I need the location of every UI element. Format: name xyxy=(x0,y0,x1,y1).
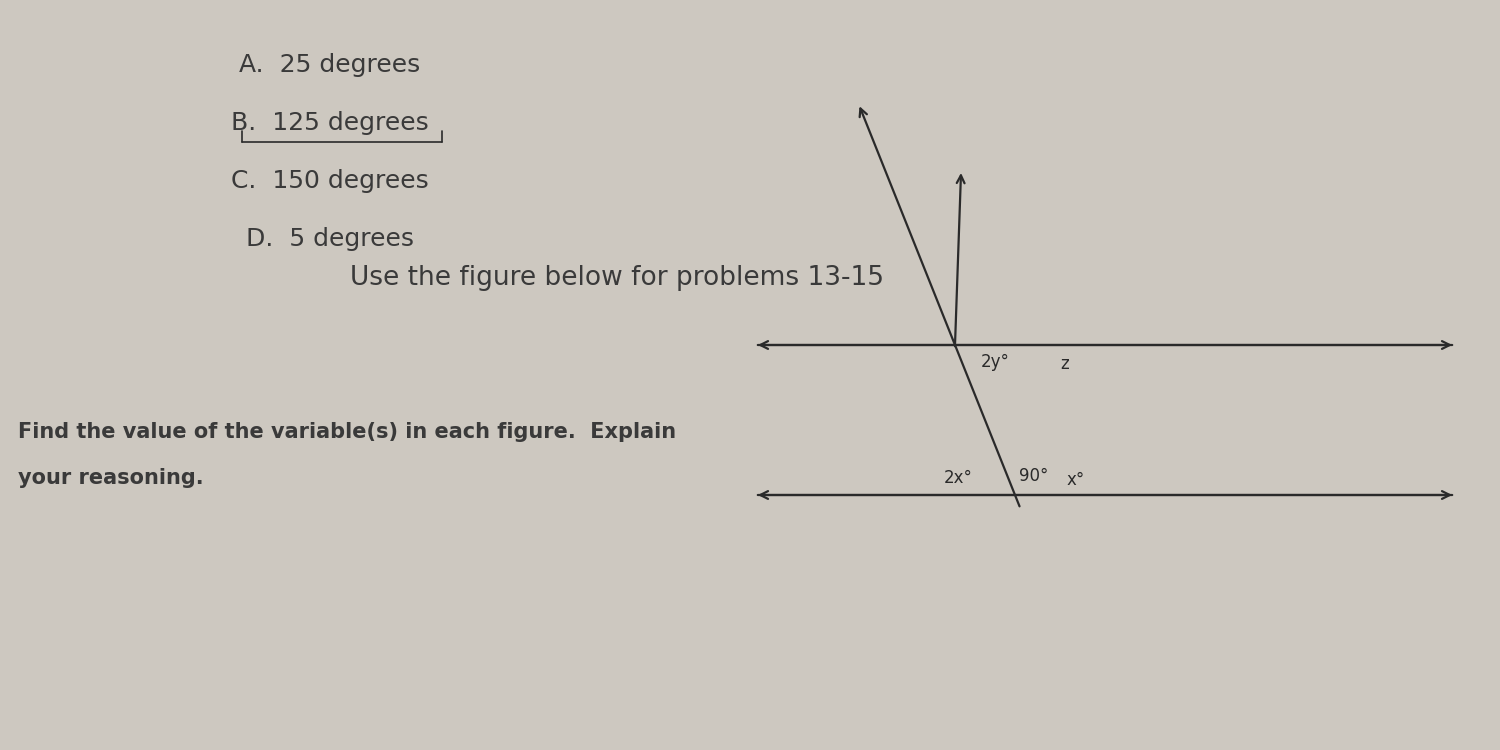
Text: C.  150 degrees: C. 150 degrees xyxy=(231,169,429,193)
Text: 2x°: 2x° xyxy=(944,469,974,487)
Text: Find the value of the variable(s) in each figure.  Explain: Find the value of the variable(s) in eac… xyxy=(18,422,676,442)
Text: D.  5 degrees: D. 5 degrees xyxy=(246,227,414,251)
Text: 90°: 90° xyxy=(1019,467,1048,485)
Text: x°: x° xyxy=(1066,471,1084,489)
Text: z: z xyxy=(1060,355,1070,373)
Text: 2y°: 2y° xyxy=(981,353,1010,371)
Text: Use the figure below for problems 13-15: Use the figure below for problems 13-15 xyxy=(350,265,884,291)
Text: B.  125 degrees: B. 125 degrees xyxy=(231,111,429,135)
Text: A.  25 degrees: A. 25 degrees xyxy=(240,53,420,77)
Text: your reasoning.: your reasoning. xyxy=(18,468,204,488)
